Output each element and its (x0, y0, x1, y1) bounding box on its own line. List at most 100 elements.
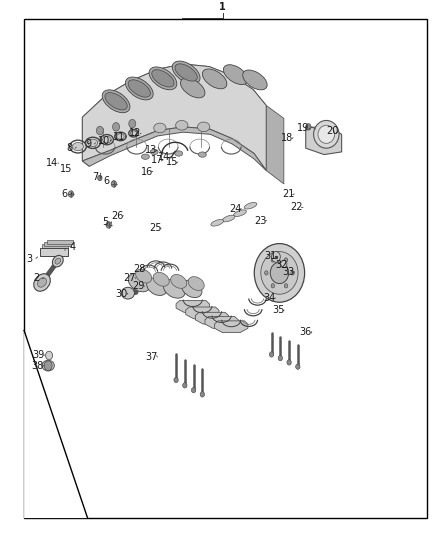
Ellipse shape (223, 64, 248, 85)
Circle shape (44, 361, 52, 370)
Polygon shape (47, 240, 73, 244)
Text: 13: 13 (145, 146, 157, 155)
Ellipse shape (42, 360, 54, 371)
Ellipse shape (73, 142, 83, 151)
Ellipse shape (244, 203, 257, 209)
Circle shape (281, 260, 287, 268)
Ellipse shape (182, 280, 202, 297)
Ellipse shape (147, 278, 167, 295)
Ellipse shape (125, 77, 153, 100)
Polygon shape (195, 312, 229, 324)
Circle shape (106, 222, 111, 228)
Text: 28: 28 (133, 264, 145, 273)
Text: 23: 23 (254, 216, 267, 225)
Ellipse shape (175, 64, 197, 81)
Text: 16: 16 (141, 167, 153, 176)
Ellipse shape (163, 280, 185, 298)
Polygon shape (215, 321, 248, 333)
Text: 6: 6 (62, 189, 68, 199)
Text: 35: 35 (272, 305, 284, 315)
Circle shape (284, 284, 288, 288)
Circle shape (306, 124, 311, 130)
Text: 37: 37 (145, 352, 157, 362)
Text: 3: 3 (27, 254, 33, 263)
Circle shape (265, 271, 268, 275)
Text: 31: 31 (265, 252, 277, 261)
Ellipse shape (211, 220, 224, 226)
Text: 19: 19 (297, 124, 309, 133)
Ellipse shape (88, 139, 98, 147)
Polygon shape (24, 330, 88, 518)
Text: 33: 33 (282, 267, 294, 277)
Text: 26: 26 (111, 211, 124, 221)
Circle shape (191, 387, 196, 393)
Text: 27: 27 (124, 273, 136, 283)
Ellipse shape (55, 258, 61, 264)
Polygon shape (306, 127, 342, 155)
Circle shape (98, 175, 102, 181)
Circle shape (183, 383, 187, 388)
Text: 30: 30 (116, 289, 128, 299)
Ellipse shape (117, 134, 124, 139)
Circle shape (129, 119, 136, 128)
Text: 34: 34 (263, 293, 276, 303)
Ellipse shape (153, 272, 169, 286)
Polygon shape (40, 248, 68, 256)
Ellipse shape (175, 151, 183, 156)
Text: 12: 12 (129, 128, 141, 138)
Text: 4: 4 (69, 242, 75, 252)
Ellipse shape (222, 215, 235, 222)
Ellipse shape (136, 269, 152, 283)
Circle shape (113, 123, 120, 131)
Ellipse shape (131, 131, 137, 136)
Text: 11: 11 (113, 132, 125, 142)
Ellipse shape (172, 61, 200, 84)
Polygon shape (176, 301, 209, 312)
Ellipse shape (180, 78, 205, 98)
Circle shape (200, 392, 205, 397)
Circle shape (284, 258, 288, 262)
Polygon shape (82, 117, 89, 166)
Text: 1: 1 (219, 2, 226, 12)
Circle shape (271, 284, 275, 288)
Text: 5: 5 (102, 217, 108, 227)
Ellipse shape (254, 244, 305, 302)
Polygon shape (186, 307, 219, 319)
Ellipse shape (102, 136, 111, 143)
Ellipse shape (243, 70, 267, 90)
Ellipse shape (149, 67, 177, 90)
Text: 38: 38 (32, 361, 44, 371)
Ellipse shape (233, 210, 247, 216)
Text: 14: 14 (158, 152, 170, 161)
Ellipse shape (128, 80, 150, 97)
Circle shape (269, 352, 274, 357)
Text: 6: 6 (104, 176, 110, 186)
Circle shape (287, 360, 291, 365)
Ellipse shape (176, 120, 188, 130)
Text: 20: 20 (326, 126, 338, 136)
Text: 18: 18 (281, 133, 293, 142)
Circle shape (46, 351, 53, 360)
Text: 25: 25 (149, 223, 161, 233)
Text: 14: 14 (46, 158, 58, 168)
Ellipse shape (171, 274, 187, 288)
Polygon shape (205, 317, 238, 328)
Text: 15: 15 (60, 165, 73, 174)
Polygon shape (44, 242, 71, 246)
Text: 15: 15 (166, 157, 178, 167)
Ellipse shape (188, 277, 204, 290)
Ellipse shape (202, 69, 227, 89)
Ellipse shape (38, 278, 46, 287)
Ellipse shape (141, 154, 149, 159)
Text: 2: 2 (33, 273, 39, 283)
Text: 9: 9 (85, 139, 92, 149)
Polygon shape (82, 64, 266, 124)
Text: 17: 17 (151, 155, 163, 165)
Circle shape (111, 181, 117, 187)
Ellipse shape (314, 120, 339, 148)
Text: 36: 36 (300, 327, 312, 336)
Circle shape (291, 271, 294, 275)
Circle shape (271, 258, 275, 262)
Ellipse shape (121, 287, 134, 299)
Text: 24: 24 (230, 204, 242, 214)
